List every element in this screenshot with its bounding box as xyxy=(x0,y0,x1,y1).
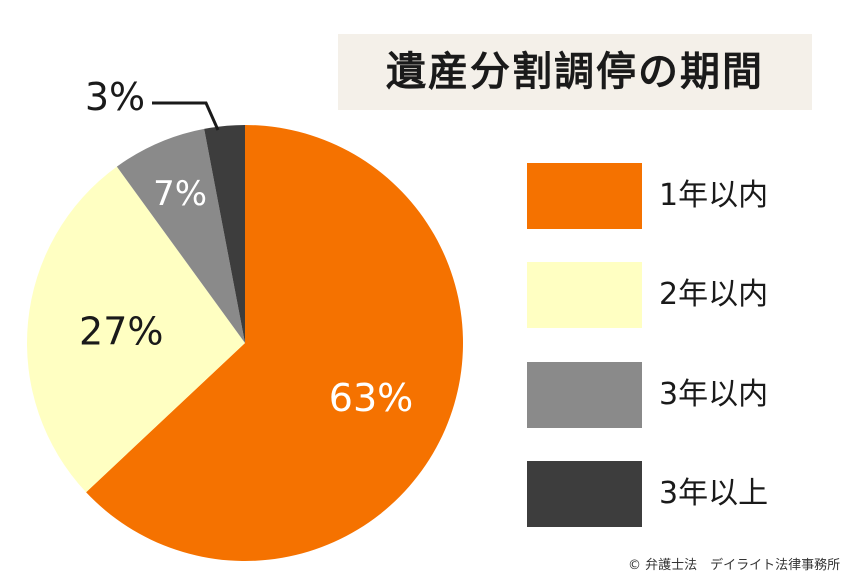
chart-title-box: 遺産分割調停の期間 xyxy=(338,34,812,110)
slice-over-3-years-label: 3% xyxy=(85,75,145,119)
slice-within-1-year xyxy=(86,125,464,561)
chart-title: 遺産分割調停の期間 xyxy=(386,49,764,95)
slice-within-2-years-label: 27% xyxy=(79,310,163,354)
slice-within-3-years xyxy=(116,128,245,343)
legend-item-within-1-year: 1年以内 xyxy=(527,163,817,229)
pie-slice-labels: 63% 27% 7% 3% xyxy=(79,75,413,420)
legend-swatch xyxy=(527,461,642,527)
slice-over-3-years xyxy=(204,125,245,343)
legend-label: 3年以上 xyxy=(659,476,769,511)
slice-within-3-years-label: 7% xyxy=(153,174,207,214)
legend-item-within-2-years: 2年以内 xyxy=(527,262,817,328)
copyright-credit: © 弁護士法 デイライト法律事務所 xyxy=(628,558,841,573)
leader-line xyxy=(152,101,220,131)
legend-swatch xyxy=(527,163,642,229)
legend-item-within-3-years: 3年以内 xyxy=(527,362,817,428)
slice-within-1-year-label: 63% xyxy=(329,376,413,420)
legend-swatch xyxy=(527,262,642,328)
legend-swatch xyxy=(527,362,642,428)
legend-label: 1年以内 xyxy=(659,178,769,213)
legend-label: 2年以内 xyxy=(659,277,769,312)
legend-label: 3年以内 xyxy=(659,377,769,412)
pie-slices xyxy=(26,125,464,561)
legend-item-over-3-years: 3年以上 xyxy=(527,461,817,527)
slice-within-2-years xyxy=(26,166,246,493)
